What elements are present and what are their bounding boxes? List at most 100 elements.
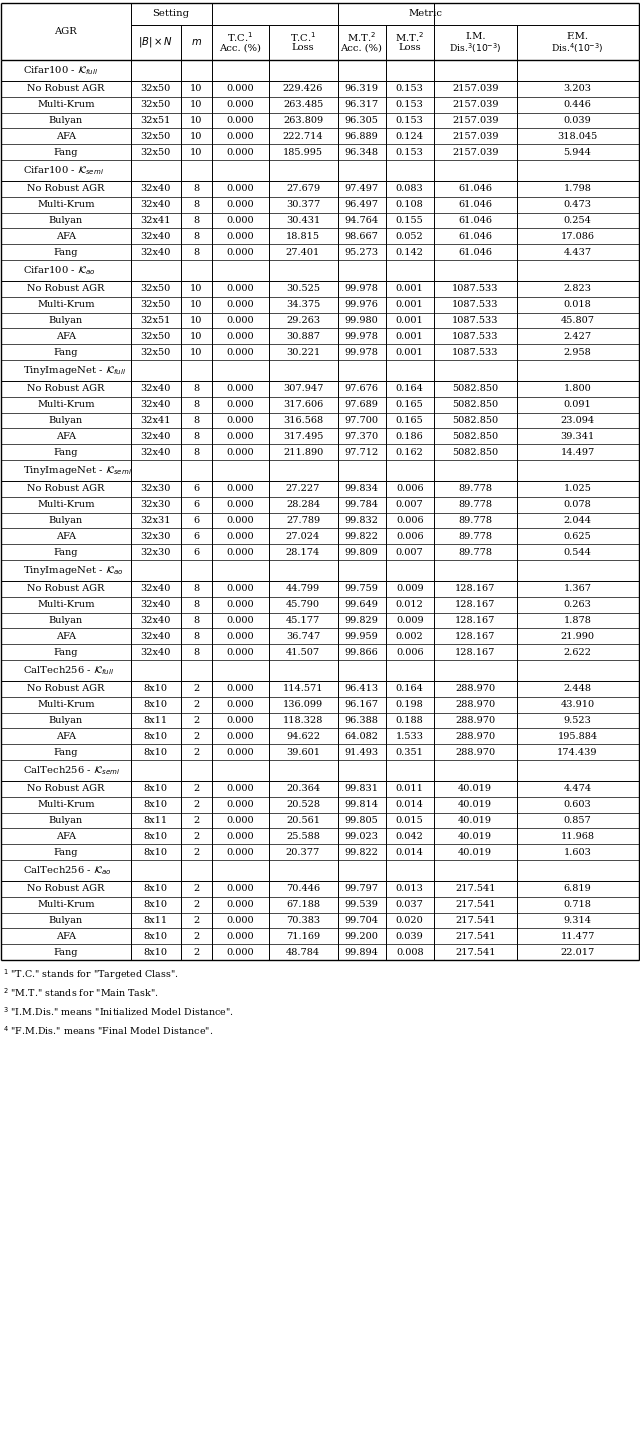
Text: 8x10: 8x10 bbox=[144, 885, 168, 893]
Text: 136.099: 136.099 bbox=[283, 700, 323, 709]
Text: Multi-Krum: Multi-Krum bbox=[37, 200, 95, 209]
Text: Fang: Fang bbox=[54, 948, 78, 957]
Text: AGR: AGR bbox=[54, 27, 77, 36]
Text: 0.039: 0.039 bbox=[564, 115, 591, 125]
Text: Bulyan: Bulyan bbox=[49, 416, 83, 425]
Text: 40.019: 40.019 bbox=[458, 847, 492, 856]
Text: 14.497: 14.497 bbox=[561, 448, 595, 457]
Text: 8: 8 bbox=[193, 601, 199, 610]
Text: 32x50: 32x50 bbox=[141, 300, 171, 310]
Text: 99.978: 99.978 bbox=[344, 331, 378, 342]
Text: 10: 10 bbox=[190, 300, 202, 310]
Text: 8: 8 bbox=[193, 184, 199, 193]
Text: 0.473: 0.473 bbox=[563, 200, 591, 209]
Text: 1.800: 1.800 bbox=[564, 385, 591, 393]
Text: 1087.533: 1087.533 bbox=[452, 331, 499, 342]
Text: Metric: Metric bbox=[408, 9, 442, 19]
Text: 17.086: 17.086 bbox=[561, 232, 595, 241]
Text: 0.000: 0.000 bbox=[226, 585, 254, 594]
Text: Bulyan: Bulyan bbox=[49, 716, 83, 725]
Text: 0.000: 0.000 bbox=[226, 85, 254, 94]
Text: 32x50: 32x50 bbox=[141, 101, 171, 110]
Text: 0.014: 0.014 bbox=[396, 800, 424, 810]
Text: 39.601: 39.601 bbox=[286, 748, 320, 757]
Text: 6: 6 bbox=[193, 516, 199, 525]
Text: 99.805: 99.805 bbox=[344, 816, 378, 826]
Text: 288.970: 288.970 bbox=[455, 732, 495, 741]
Text: Fang: Fang bbox=[54, 847, 78, 856]
Text: 32x51: 32x51 bbox=[141, 115, 171, 125]
Text: 89.778: 89.778 bbox=[458, 516, 492, 525]
Text: 0.001: 0.001 bbox=[396, 284, 424, 294]
Text: 96.413: 96.413 bbox=[344, 684, 379, 693]
Text: 99.832: 99.832 bbox=[344, 516, 378, 525]
Text: 32x50: 32x50 bbox=[141, 147, 171, 157]
Text: 10: 10 bbox=[190, 131, 202, 141]
Text: 0.254: 0.254 bbox=[564, 216, 591, 225]
Text: 0.001: 0.001 bbox=[396, 347, 424, 356]
Text: 2157.039: 2157.039 bbox=[452, 101, 499, 110]
Text: 2: 2 bbox=[193, 748, 200, 757]
Text: 98.667: 98.667 bbox=[344, 232, 378, 241]
Text: 0.000: 0.000 bbox=[226, 300, 254, 310]
Text: 0.000: 0.000 bbox=[226, 248, 254, 256]
Text: 99.834: 99.834 bbox=[344, 484, 378, 493]
Text: 1.878: 1.878 bbox=[564, 615, 591, 625]
Text: 5082.850: 5082.850 bbox=[452, 401, 499, 409]
Text: 0.000: 0.000 bbox=[226, 416, 254, 425]
Text: AFA: AFA bbox=[56, 131, 76, 141]
Text: Multi-Krum: Multi-Krum bbox=[37, 700, 95, 709]
Text: 0.006: 0.006 bbox=[396, 516, 424, 525]
Text: 0.000: 0.000 bbox=[226, 385, 254, 393]
Text: 0.014: 0.014 bbox=[396, 847, 424, 856]
Text: Multi-Krum: Multi-Krum bbox=[37, 401, 95, 409]
Text: 99.959: 99.959 bbox=[344, 631, 378, 641]
Text: 32x40: 32x40 bbox=[141, 585, 171, 594]
Text: 61.046: 61.046 bbox=[458, 200, 492, 209]
Text: Multi-Krum: Multi-Krum bbox=[37, 300, 95, 310]
Text: 99.831: 99.831 bbox=[344, 784, 378, 794]
Text: 1.025: 1.025 bbox=[564, 484, 591, 493]
Text: 99.894: 99.894 bbox=[344, 948, 378, 957]
Text: 217.541: 217.541 bbox=[455, 901, 495, 909]
Text: 8: 8 bbox=[193, 615, 199, 625]
Text: Fang: Fang bbox=[54, 248, 78, 256]
Text: Bulyan: Bulyan bbox=[49, 115, 83, 125]
Text: 6.819: 6.819 bbox=[564, 885, 591, 893]
Text: 89.778: 89.778 bbox=[458, 500, 492, 509]
Text: 91.493: 91.493 bbox=[344, 748, 379, 757]
Text: 0.015: 0.015 bbox=[396, 816, 424, 826]
Text: Multi-Krum: Multi-Krum bbox=[37, 800, 95, 810]
Text: 195.884: 195.884 bbox=[557, 732, 598, 741]
Text: 32x40: 32x40 bbox=[141, 232, 171, 241]
Text: 96.167: 96.167 bbox=[344, 700, 378, 709]
Text: 32x40: 32x40 bbox=[141, 448, 171, 457]
Text: 2: 2 bbox=[193, 885, 200, 893]
Text: 0.153: 0.153 bbox=[396, 101, 424, 110]
Text: 263.485: 263.485 bbox=[283, 101, 323, 110]
Text: TinyImageNet - $\mathcal{K}_{full}$: TinyImageNet - $\mathcal{K}_{full}$ bbox=[23, 365, 126, 378]
Text: I.M.: I.M. bbox=[465, 32, 486, 42]
Text: 10: 10 bbox=[190, 101, 202, 110]
Text: 217.541: 217.541 bbox=[455, 885, 495, 893]
Text: 5082.850: 5082.850 bbox=[452, 448, 499, 457]
Text: 99.978: 99.978 bbox=[344, 347, 378, 356]
Text: 40.019: 40.019 bbox=[458, 816, 492, 826]
Text: 0.153: 0.153 bbox=[396, 85, 424, 94]
Text: 30.377: 30.377 bbox=[286, 200, 320, 209]
Text: 22.017: 22.017 bbox=[561, 948, 595, 957]
Text: 2: 2 bbox=[193, 784, 200, 794]
Text: 288.970: 288.970 bbox=[455, 748, 495, 757]
Text: 5082.850: 5082.850 bbox=[452, 385, 499, 393]
Text: 36.747: 36.747 bbox=[286, 631, 320, 641]
Text: 317.495: 317.495 bbox=[283, 432, 323, 441]
Text: 0.000: 0.000 bbox=[226, 532, 254, 540]
Text: 0.000: 0.000 bbox=[226, 232, 254, 241]
Text: 2: 2 bbox=[193, 684, 200, 693]
Text: 318.045: 318.045 bbox=[557, 131, 598, 141]
Text: Fang: Fang bbox=[54, 548, 78, 556]
Text: 0.007: 0.007 bbox=[396, 500, 424, 509]
Text: 32x51: 32x51 bbox=[141, 316, 171, 326]
Text: 4.474: 4.474 bbox=[563, 784, 591, 794]
Text: 2: 2 bbox=[193, 932, 200, 941]
